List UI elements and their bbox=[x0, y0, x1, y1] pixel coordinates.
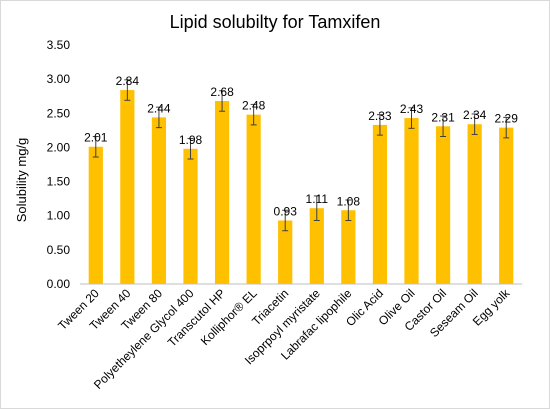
data-label: 1.11 bbox=[306, 192, 329, 206]
error-bar bbox=[92, 136, 99, 158]
bar bbox=[499, 127, 514, 284]
error-bar bbox=[219, 90, 226, 112]
bar bbox=[246, 114, 261, 284]
bar bbox=[435, 126, 451, 284]
data-label: 2.43 bbox=[400, 102, 424, 116]
error-bar bbox=[471, 113, 478, 135]
error-bar bbox=[155, 106, 162, 129]
value-labels: 2.01 2.84 2.44 1.98 2.68 2.48 0.93 1.11 1.08 2.33… bbox=[84, 74, 518, 218]
data-label: 2.44 bbox=[147, 101, 171, 115]
bar bbox=[467, 124, 482, 284]
y-tick-label: 1.50 bbox=[47, 175, 71, 189]
bar bbox=[183, 148, 198, 284]
error-bar bbox=[124, 79, 131, 101]
bar bbox=[341, 210, 356, 284]
y-tick-label: 3.50 bbox=[47, 38, 71, 52]
y-tick-label: 3.00 bbox=[47, 72, 71, 86]
data-label: 2.33 bbox=[368, 109, 392, 123]
error-bar bbox=[408, 107, 415, 129]
data-label: 1.98 bbox=[179, 133, 203, 147]
error-bar bbox=[376, 114, 383, 136]
error-bar bbox=[282, 209, 289, 232]
data-label: 2.29 bbox=[495, 112, 519, 126]
error-bar bbox=[313, 195, 320, 221]
error-bar bbox=[187, 138, 194, 160]
bar bbox=[120, 90, 135, 284]
y-tick-label: 2.50 bbox=[47, 106, 71, 120]
data-label: 1.08 bbox=[337, 194, 361, 208]
bar bbox=[214, 100, 230, 284]
data-label: 0.93 bbox=[274, 204, 298, 218]
y-axis-ticks: 0.00 0.50 1.00 1.50 2.00 2.50 3.00 3.50 bbox=[47, 38, 71, 291]
error-bar bbox=[250, 103, 257, 126]
data-label: 2.34 bbox=[463, 108, 487, 122]
y-axis-title: Solubility mg/g bbox=[14, 138, 29, 223]
bar bbox=[151, 117, 167, 284]
error-bar bbox=[503, 116, 510, 139]
data-label: 2.84 bbox=[116, 74, 140, 88]
error-bar bbox=[440, 115, 447, 138]
bar bbox=[278, 220, 293, 284]
chart-title: Lipid solubilty for Tamxifen bbox=[169, 12, 381, 32]
data-label: 2.31 bbox=[431, 110, 455, 124]
y-tick-label: 0.00 bbox=[47, 277, 71, 291]
y-tick-label: 1.00 bbox=[47, 209, 71, 223]
bar bbox=[372, 124, 388, 284]
bars bbox=[88, 90, 514, 285]
y-tick-label: 2.00 bbox=[47, 140, 71, 154]
bar bbox=[309, 208, 324, 284]
data-label: 2.48 bbox=[242, 99, 266, 113]
data-label: 2.01 bbox=[84, 131, 108, 145]
bar bbox=[88, 146, 103, 284]
error-bar bbox=[345, 199, 352, 221]
y-tick-label: 0.50 bbox=[47, 243, 71, 257]
data-label: 2.68 bbox=[210, 85, 234, 99]
bar bbox=[404, 118, 419, 285]
error-bars bbox=[92, 79, 510, 232]
